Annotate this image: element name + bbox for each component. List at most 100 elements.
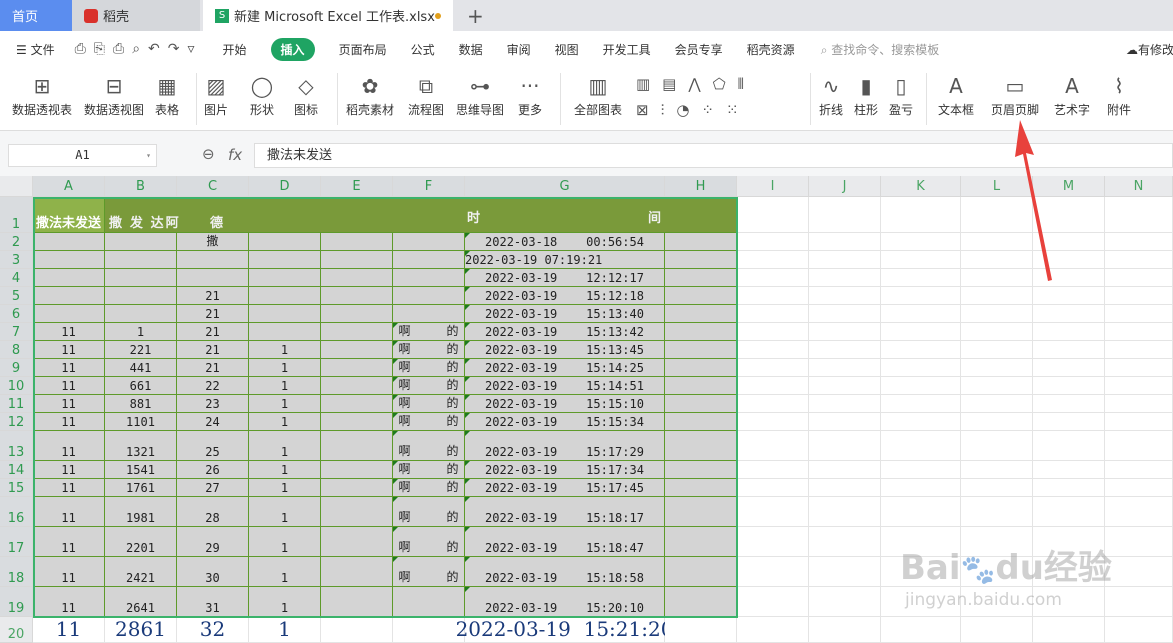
row-header[interactable]: 4 — [0, 269, 33, 287]
cell[interactable] — [737, 323, 809, 341]
cell-B11[interactable]: 881 — [105, 395, 177, 413]
cell[interactable] — [961, 233, 1033, 251]
menu-tab[interactable]: 审阅 — [506, 42, 531, 57]
cell-A13[interactable]: 11 — [33, 431, 105, 461]
cell[interactable] — [961, 617, 1033, 643]
ribbon-button[interactable]: ▥ 全部图表 — [566, 71, 630, 118]
ribbon-button[interactable]: A 文本框 — [924, 71, 988, 118]
cell[interactable] — [1033, 323, 1105, 341]
cell[interactable] — [1105, 461, 1173, 479]
cell-H16[interactable] — [665, 497, 737, 527]
column-header-E[interactable]: E — [321, 176, 393, 197]
cell[interactable] — [881, 587, 961, 617]
cell-E17[interactable] — [321, 527, 393, 557]
cell-D5[interactable] — [249, 287, 321, 305]
cell[interactable] — [1033, 527, 1105, 557]
cell-H3[interactable] — [665, 251, 737, 269]
cell[interactable] — [1033, 197, 1105, 233]
cell[interactable] — [1033, 287, 1105, 305]
cell-F20[interactable] — [393, 617, 465, 643]
column-header-N[interactable]: N — [1105, 176, 1173, 197]
cell-G17[interactable]: 2022-03-19 15:18:47 — [465, 527, 665, 557]
cell[interactable] — [1033, 617, 1105, 643]
cell-D15[interactable]: 1 — [249, 479, 321, 497]
cell-A4[interactable] — [33, 269, 105, 287]
cell[interactable] — [1033, 233, 1105, 251]
cell-C20[interactable]: 32 — [177, 617, 249, 643]
cell-D13[interactable]: 1 — [249, 431, 321, 461]
cell-A14[interactable]: 11 — [33, 461, 105, 479]
cell-C14[interactable]: 26 — [177, 461, 249, 479]
cell[interactable] — [809, 527, 881, 557]
row-header[interactable]: 9 — [0, 359, 33, 377]
ribbon-button[interactable]: ▮ 柱形 — [834, 71, 898, 118]
cell-G13[interactable]: 2022-03-19 15:17:29 — [465, 431, 665, 461]
cell-A7[interactable]: 11 — [33, 323, 105, 341]
cell[interactable] — [737, 269, 809, 287]
cell-E12[interactable] — [321, 413, 393, 431]
cell-F16[interactable]: 啊 的 — [393, 497, 465, 527]
cell-B9[interactable]: 441 — [105, 359, 177, 377]
column-header-G[interactable]: G — [465, 176, 665, 197]
cell[interactable] — [961, 413, 1033, 431]
cell-G3[interactable]: 2022-03-19 07:19:21 — [465, 251, 665, 269]
cell-F9[interactable]: 啊 的 — [393, 359, 465, 377]
cell-H9[interactable] — [665, 359, 737, 377]
tab-home[interactable]: 首页 — [0, 0, 72, 31]
cell-C2[interactable]: 撒 — [177, 233, 249, 251]
cell[interactable] — [737, 197, 809, 233]
cell[interactable] — [737, 431, 809, 461]
cell-C16[interactable]: 28 — [177, 497, 249, 527]
cell-D8[interactable]: 1 — [249, 341, 321, 359]
cell-A20[interactable]: 11 — [33, 617, 105, 643]
cell-D18[interactable]: 1 — [249, 557, 321, 587]
cell[interactable] — [809, 557, 881, 587]
cell-F14[interactable]: 啊 的 — [393, 461, 465, 479]
menu-tab[interactable]: 稻壳资源 — [746, 42, 795, 57]
cell-F2[interactable] — [393, 233, 465, 251]
cell-H8[interactable] — [665, 341, 737, 359]
cell[interactable] — [1033, 497, 1105, 527]
cell[interactable] — [809, 395, 881, 413]
cell-C15[interactable]: 27 — [177, 479, 249, 497]
ribbon-button[interactable]: ✿ 稻壳素材 — [338, 71, 402, 118]
cell-D16[interactable]: 1 — [249, 497, 321, 527]
search-commands[interactable]: ⌕ 查找命令、搜索模板 — [820, 42, 940, 57]
cell-A1[interactable]: 撒法未发送 — [33, 197, 105, 233]
cell[interactable] — [1105, 497, 1173, 527]
cell-E9[interactable] — [321, 359, 393, 377]
cell-A9[interactable]: 11 — [33, 359, 105, 377]
cell[interactable] — [1033, 431, 1105, 461]
cell-A11[interactable]: 11 — [33, 395, 105, 413]
cell-G19[interactable]: 2022-03-19 15:20:10 — [465, 587, 665, 617]
cell-B7[interactable]: 1 — [105, 323, 177, 341]
cell[interactable] — [1105, 305, 1173, 323]
cell-C11[interactable]: 23 — [177, 395, 249, 413]
cell-E10[interactable] — [321, 377, 393, 395]
cell-E11[interactable] — [321, 395, 393, 413]
cell[interactable] — [809, 497, 881, 527]
cell[interactable] — [1033, 305, 1105, 323]
cell-H7[interactable] — [665, 323, 737, 341]
new-tab-button[interactable]: + — [467, 3, 484, 28]
cell-H14[interactable] — [665, 461, 737, 479]
cell-G4[interactable]: 2022-03-19 12:12:17 — [465, 269, 665, 287]
cell[interactable] — [737, 461, 809, 479]
cell[interactable] — [1033, 377, 1105, 395]
ribbon-button[interactable]: ⊞ 数据透视表 — [10, 71, 74, 118]
cell[interactable] — [881, 377, 961, 395]
cell-C13[interactable]: 25 — [177, 431, 249, 461]
cell[interactable] — [1033, 395, 1105, 413]
row-header[interactable]: 12 — [0, 413, 33, 431]
cell-A16[interactable]: 11 — [33, 497, 105, 527]
row-header[interactable]: 11 — [0, 395, 33, 413]
cell[interactable] — [1105, 377, 1173, 395]
cell-E2[interactable] — [321, 233, 393, 251]
cell-B3[interactable] — [105, 251, 177, 269]
cell[interactable] — [737, 251, 809, 269]
column-header-K[interactable]: K — [881, 176, 961, 197]
cell-E3[interactable] — [321, 251, 393, 269]
cell[interactable] — [809, 233, 881, 251]
cell[interactable] — [961, 287, 1033, 305]
cell-B10[interactable]: 661 — [105, 377, 177, 395]
